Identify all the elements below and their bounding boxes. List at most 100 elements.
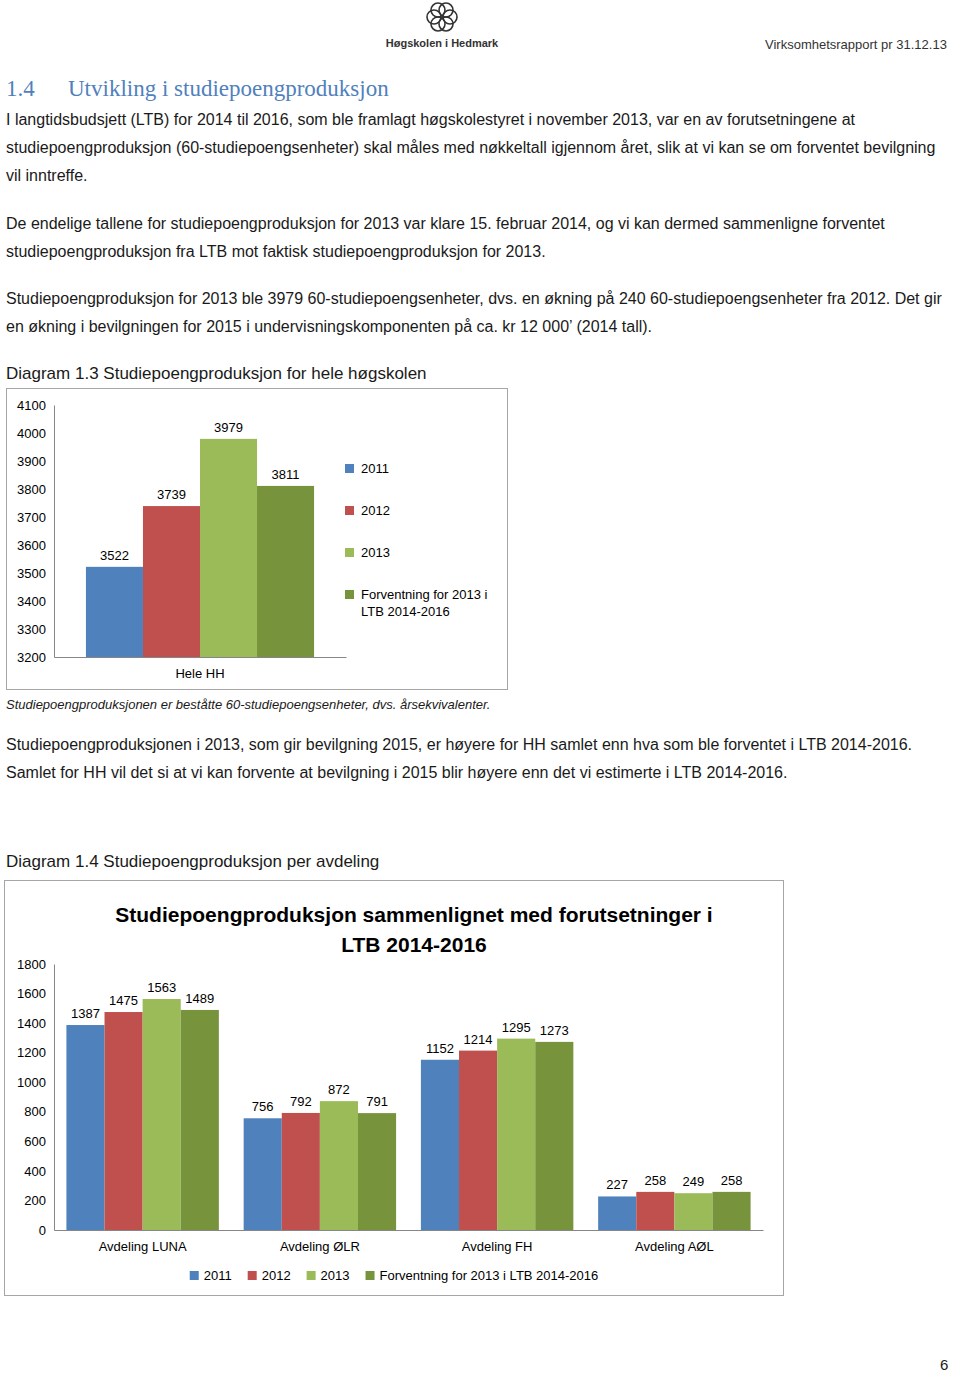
y-tick-label: 1800 [17,957,46,972]
section-heading: 1.4Utvikling i studiepoengproduksjon [6,76,389,102]
y-tick: 0 [39,1223,54,1238]
paragraph: Studiepoengproduksjon for 2013 ble 3979 … [6,285,954,341]
legend-label: 2012 [262,1268,291,1283]
y-tick: 1800 [17,957,54,972]
y-tick: 3800 [17,482,54,497]
legend-swatch [366,1271,375,1280]
legend-swatch [307,1271,316,1280]
legend-item: Forventning for 2013 iLTB 2014-2016 [345,587,488,619]
legend-label: 2011 [361,461,389,476]
bar [358,1113,396,1230]
legend-label: 2013 [321,1268,350,1283]
y-tick-label: 1000 [17,1075,46,1090]
bar [674,1193,712,1230]
chart-title: Studiepoengproduksjon sammenlignet med f… [115,903,712,956]
legend: 2011 2012 2013 Forventning for 2013 i LTB 2… [190,1268,599,1283]
legend-label-line: 2013 [361,545,390,560]
y-tick: 400 [24,1164,54,1179]
y-tick-label: 200 [24,1193,46,1208]
legend-item: 2012 [345,503,390,518]
x-tick-label: Avdeling AØL [635,1239,714,1254]
bars [66,999,750,1230]
legend-label: Forventning for 2013 i LTB 2014-2016 [380,1268,599,1283]
legend-label-line: 2011 [361,461,389,476]
x-tick: Avdeling LUNA [99,1230,187,1254]
x-axis: Hele HH [55,657,347,681]
bar [636,1192,674,1230]
data-label: 258 [721,1173,743,1188]
legend-label: 2012 [361,503,390,518]
data-label: 756 [252,1099,274,1114]
logo-petal [439,3,453,17]
y-tick-label: 3700 [17,510,46,525]
legend-swatch [248,1271,257,1280]
y-tick: 3500 [17,566,54,581]
data-label: 872 [328,1082,350,1097]
y-tick-label: 400 [24,1164,46,1179]
y-tick-label: 3300 [17,622,46,637]
y-tick-label: 3500 [17,566,46,581]
x-tick-label: Avdeling LUNA [99,1239,187,1254]
legend-item: 2011 [345,461,389,476]
x-tick: Avdeling ØLR [280,1230,360,1254]
y-tick: 3300 [17,622,54,637]
bar [598,1196,636,1230]
legend-item: 2013 [307,1268,350,1283]
y-tick: 3200 [17,650,54,665]
diagram-caption: Diagram 1.4 Studiepoengproduksjon per av… [6,848,379,876]
data-label: 1295 [502,1020,531,1035]
bar [181,1010,219,1230]
paragraph: Studiepoengproduksjonen i 2013, som gir … [6,731,954,787]
data-label: 3811 [272,467,300,482]
x-tick-label: Hele HH [175,666,224,681]
header-report: Virksomhetsrapport pr 31.12.13 [765,37,947,52]
chart-title-line: Studiepoengproduksjon sammenlignet med f… [115,903,712,926]
legend-swatch [345,506,354,515]
y-tick-label: 800 [24,1104,46,1119]
x-tick: Avdeling FH [462,1230,533,1254]
note: Studiepoengproduksjonen er beståtte 60-s… [6,697,490,712]
logo-text: Høgskolen i Hedmark [386,37,499,49]
y-tick: 600 [24,1134,54,1149]
y-tick: 3400 [17,594,54,609]
logo: Høgskolen i Hedmark [380,0,504,52]
legend-item: 2013 [345,545,390,560]
y-tick-label: 3800 [17,482,46,497]
y-tick-label: 600 [24,1134,46,1149]
x-tick: Avdeling AØL [635,1230,714,1254]
bar [105,1012,143,1230]
y-tick: 3600 [17,538,54,553]
y-tick: 1200 [17,1045,54,1060]
y-axis-line [54,965,55,1231]
y-tick-label: 1400 [17,1016,46,1031]
x-axis-line [55,657,347,658]
legend-item: 2012 [248,1268,291,1283]
legend-item: Forventning for 2013 i LTB 2014-2016 [366,1268,599,1283]
data-labels: 3522373939793811 [100,420,300,563]
x-axis-line [55,1230,764,1231]
section-title: Utvikling i studiepoengproduksjon [68,76,389,101]
data-label: 3522 [100,548,129,563]
legend-label-line: 2012 [361,503,390,518]
y-tick-label: 3400 [17,594,46,609]
section-number: 1.4 [6,76,68,102]
x-tick-label: Avdeling FH [462,1239,533,1254]
chart-border [7,389,508,690]
legend-label: 2011 [204,1268,232,1283]
x-tick-label: Avdeling ØLR [280,1239,360,1254]
bar [143,506,200,657]
bar [143,999,181,1230]
bar [66,1025,104,1230]
data-label: 1563 [147,980,176,995]
legend-item: 2011 [190,1268,232,1283]
bar [320,1101,358,1230]
y-tick-label: 3600 [17,538,46,553]
bar [200,439,257,657]
y-tick: 1600 [17,986,54,1001]
page-number: 6 [940,1356,948,1373]
data-label: 1273 [540,1023,569,1038]
bar [86,567,143,657]
bar [257,486,314,657]
legend-swatch [345,464,354,473]
y-tick: 1400 [17,1016,54,1031]
